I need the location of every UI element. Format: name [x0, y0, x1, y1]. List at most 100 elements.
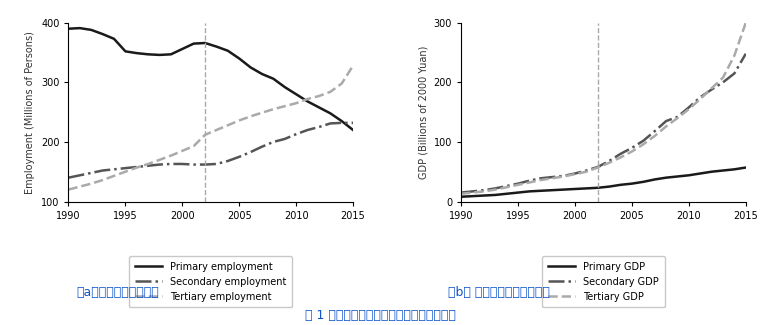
Secondary employment: [75, 173, 84, 177]
Primary employment: [132, 51, 142, 55]
Tertiary GDP: [638, 142, 648, 146]
Tertiary GDP: [502, 185, 511, 189]
Secondary GDP: [661, 119, 670, 123]
Tertiary employment: [144, 162, 153, 166]
Secondary employment: [337, 121, 346, 125]
Secondary employment: [223, 159, 232, 163]
Tertiary employment: [314, 94, 323, 98]
Secondary employment: [291, 132, 301, 136]
Tertiary employment: [337, 82, 346, 85]
Tertiary employment: [349, 64, 358, 68]
Primary employment: [144, 52, 153, 56]
Secondary employment: [349, 121, 358, 125]
Primary GDP: [479, 194, 489, 198]
Primary employment: [349, 128, 358, 132]
Primary employment: [87, 28, 96, 32]
Secondary GDP: [525, 179, 534, 183]
Secondary GDP: [627, 146, 636, 150]
Tertiary GDP: [696, 97, 705, 101]
Primary GDP: [514, 190, 523, 194]
Tertiary employment: [75, 185, 84, 188]
Secondary employment: [110, 167, 119, 171]
Tertiary GDP: [514, 183, 523, 187]
Primary employment: [212, 45, 221, 48]
Primary GDP: [525, 189, 534, 193]
Tertiary employment: [234, 119, 244, 123]
Line: Secondary GDP: Secondary GDP: [461, 54, 746, 192]
Primary GDP: [605, 185, 614, 188]
Tertiary GDP: [684, 107, 693, 111]
Primary GDP: [627, 182, 636, 186]
Tertiary GDP: [627, 150, 636, 153]
Primary GDP: [594, 186, 603, 190]
Primary employment: [337, 119, 346, 123]
Primary GDP: [548, 188, 557, 192]
Tertiary GDP: [594, 165, 603, 170]
Tertiary employment: [200, 133, 209, 137]
Tertiary GDP: [730, 54, 739, 58]
Primary employment: [98, 32, 107, 36]
Secondary employment: [144, 164, 153, 168]
Tertiary employment: [303, 97, 312, 101]
Tertiary GDP: [548, 176, 557, 180]
Secondary GDP: [457, 190, 466, 194]
Secondary employment: [121, 166, 130, 170]
Secondary GDP: [468, 189, 477, 193]
Tertiary GDP: [718, 76, 728, 80]
Tertiary GDP: [741, 21, 750, 25]
Tertiary GDP: [468, 190, 477, 194]
Tertiary GDP: [559, 175, 568, 178]
Primary GDP: [582, 187, 591, 190]
Tertiary employment: [280, 104, 289, 108]
Secondary GDP: [741, 52, 750, 56]
Secondary employment: [269, 140, 278, 144]
Primary GDP: [718, 169, 728, 173]
Primary employment: [303, 99, 312, 103]
Tertiary GDP: [707, 86, 716, 90]
Primary GDP: [457, 195, 466, 199]
Text: （a）在中国的就业构成: （a）在中国的就业构成: [77, 286, 159, 299]
Secondary employment: [87, 171, 96, 175]
Primary employment: [291, 92, 301, 96]
Primary GDP: [650, 177, 659, 181]
Secondary GDP: [696, 95, 705, 99]
Line: Tertiary GDP: Tertiary GDP: [461, 23, 746, 194]
Secondary employment: [257, 145, 266, 149]
Primary employment: [257, 72, 266, 76]
Secondary GDP: [537, 176, 546, 180]
Primary GDP: [707, 170, 716, 174]
Secondary employment: [212, 162, 221, 166]
Primary GDP: [502, 192, 511, 196]
Primary employment: [155, 53, 164, 57]
Primary employment: [121, 49, 130, 53]
Secondary employment: [246, 150, 255, 154]
Secondary GDP: [491, 187, 500, 190]
Line: Primary GDP: Primary GDP: [461, 168, 746, 197]
Secondary employment: [132, 165, 142, 169]
Primary GDP: [638, 180, 648, 184]
Tertiary employment: [291, 101, 301, 105]
Text: （b） 中国国内生产总值构成: （b） 中国国内生产总值构成: [447, 286, 549, 299]
Tertiary employment: [189, 144, 199, 148]
Primary employment: [167, 52, 176, 56]
Secondary employment: [167, 162, 176, 166]
Tertiary GDP: [537, 178, 546, 182]
Primary GDP: [491, 193, 500, 197]
Y-axis label: Employment (Millions of Persons): Employment (Millions of Persons): [25, 31, 36, 194]
Tertiary GDP: [661, 124, 670, 128]
Tertiary employment: [178, 149, 187, 153]
Secondary employment: [155, 162, 164, 166]
Tertiary GDP: [616, 155, 625, 159]
Tertiary employment: [257, 111, 266, 115]
Tertiary employment: [269, 107, 278, 111]
Secondary employment: [200, 162, 209, 166]
Tertiary employment: [223, 123, 232, 127]
Primary employment: [280, 85, 289, 89]
Primary GDP: [616, 183, 625, 187]
Primary GDP: [559, 188, 568, 191]
Tertiary employment: [110, 174, 119, 178]
Secondary GDP: [707, 87, 716, 91]
Tertiary employment: [87, 182, 96, 186]
Secondary employment: [98, 169, 107, 173]
Tertiary employment: [121, 170, 130, 174]
